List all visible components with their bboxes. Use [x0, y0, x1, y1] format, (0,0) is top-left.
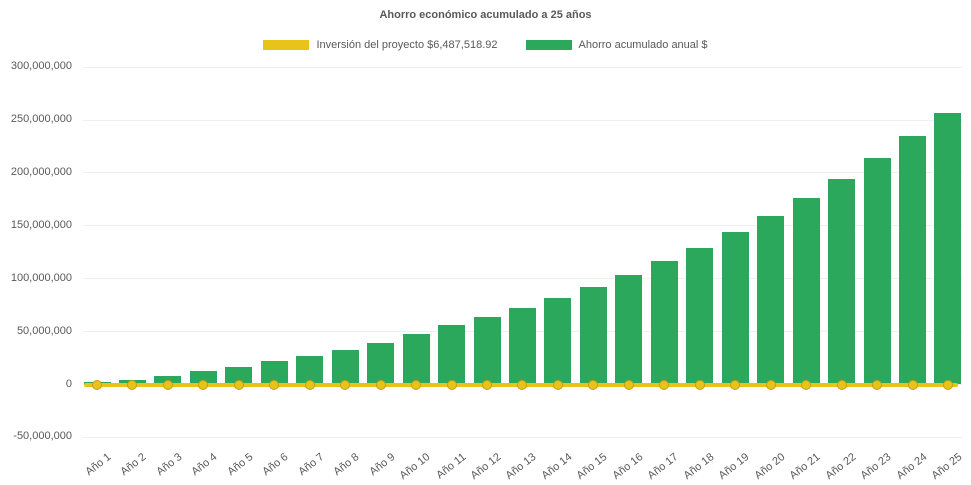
line-marker — [837, 380, 847, 390]
legend-swatch-investment — [263, 40, 310, 50]
x-axis-label: Año 23 — [858, 451, 894, 482]
y-axis-tick-label: 0 — [65, 378, 72, 390]
line-marker — [305, 380, 315, 390]
bar-año-16 — [615, 275, 642, 384]
x-axis-label: Año 18 — [681, 451, 717, 482]
bar-año-15 — [580, 287, 607, 384]
bar-año-17 — [651, 261, 678, 384]
y-axis-tick-label: 50,000,000 — [16, 325, 72, 337]
y-axis-tick-label: 250,000,000 — [10, 113, 72, 125]
legend-swatch-savings — [525, 40, 572, 50]
line-marker — [588, 380, 598, 390]
x-axis-label: Año 1 — [83, 451, 114, 479]
line-marker — [553, 380, 563, 390]
y-axis-tick-label: 200,000,000 — [10, 166, 72, 178]
line-marker — [198, 380, 208, 390]
line-marker — [447, 380, 457, 390]
line-marker — [695, 380, 705, 390]
bar-año-9 — [367, 343, 394, 384]
chart-title: Ahorro económico acumulado a 25 años — [379, 9, 592, 21]
y-axis-tick-label: -50,000,000 — [13, 430, 72, 442]
bar-año-24 — [899, 136, 926, 384]
x-axis-label: Año 5 — [225, 451, 256, 479]
bar-año-6 — [261, 361, 288, 384]
bar-año-12 — [474, 317, 501, 384]
line-marker — [482, 380, 492, 390]
x-axis-label: Año 4 — [189, 451, 220, 479]
line-marker — [517, 380, 527, 390]
line-marker — [92, 380, 102, 390]
x-axis-label: Año 15 — [574, 451, 610, 482]
line-marker — [269, 380, 279, 390]
line-marker — [234, 380, 244, 390]
line-marker — [659, 380, 669, 390]
bar-año-7 — [296, 356, 323, 384]
x-axis-label: Año 8 — [331, 451, 362, 479]
gridline — [83, 67, 962, 68]
gridline — [83, 120, 962, 121]
line-marker — [127, 380, 137, 390]
x-axis-label: Año 25 — [929, 451, 965, 482]
gridline — [83, 225, 962, 226]
bar-año-14 — [544, 298, 571, 384]
line-marker — [624, 380, 634, 390]
gridline — [83, 437, 962, 438]
bar-año-8 — [332, 350, 359, 384]
x-axis-label: Año 17 — [645, 451, 681, 482]
bar-año-5 — [225, 367, 252, 384]
legend-label-investment: Inversión del proyecto $6,487,518.92 — [316, 39, 498, 51]
x-axis-label: Año 22 — [823, 451, 859, 482]
x-axis-label: Año 13 — [503, 451, 539, 482]
x-axis-label: Año 11 — [434, 451, 469, 482]
line-marker — [766, 380, 776, 390]
gridline — [83, 278, 962, 279]
line-marker — [943, 380, 953, 390]
y-axis-tick-label: 300,000,000 — [10, 60, 72, 72]
bar-año-19 — [722, 232, 749, 384]
x-axis-label: Año 21 — [787, 451, 823, 482]
line-marker — [801, 380, 811, 390]
y-axis-tick-label: 100,000,000 — [10, 272, 72, 284]
x-axis-label: Año 20 — [752, 451, 788, 482]
bar-año-4 — [190, 371, 217, 384]
x-axis-label: Año 24 — [894, 451, 930, 482]
legend-label-savings: Ahorro acumulado anual $ — [578, 39, 708, 51]
line-marker — [340, 380, 350, 390]
x-axis-label: Año 10 — [397, 451, 433, 482]
y-axis-tick-label: 150,000,000 — [10, 219, 72, 231]
x-axis-label: Año 3 — [154, 451, 185, 479]
legend-item-investment: Inversión del proyecto $6,487,518.92 — [263, 39, 498, 51]
line-marker — [163, 380, 173, 390]
line-marker — [730, 380, 740, 390]
x-axis-label: Año 2 — [118, 451, 149, 479]
bar-año-25 — [934, 113, 961, 384]
bar-año-13 — [509, 308, 536, 384]
x-axis-label: Año 19 — [716, 451, 752, 482]
bar-año-11 — [438, 325, 465, 384]
gridline — [83, 172, 962, 173]
x-axis-label: Año 12 — [468, 451, 504, 482]
bar-año-21 — [793, 198, 820, 384]
x-axis-label: Año 6 — [260, 451, 291, 479]
x-axis-label: Año 7 — [296, 451, 327, 479]
bar-año-18 — [686, 248, 713, 384]
line-marker — [411, 380, 421, 390]
x-axis-label: Año 9 — [367, 451, 398, 479]
x-axis-label: Año 16 — [610, 451, 646, 482]
bar-año-20 — [757, 216, 784, 384]
bar-año-10 — [403, 334, 430, 384]
bar-año-22 — [828, 179, 855, 384]
x-axis-label: Año 14 — [539, 451, 575, 482]
line-marker — [872, 380, 882, 390]
legend-item-savings: Ahorro acumulado anual $ — [525, 39, 708, 51]
line-marker — [376, 380, 386, 390]
line-marker — [908, 380, 918, 390]
chart-legend: Inversión del proyecto $6,487,518.92 Aho… — [0, 39, 971, 51]
bar-año-23 — [864, 158, 891, 384]
